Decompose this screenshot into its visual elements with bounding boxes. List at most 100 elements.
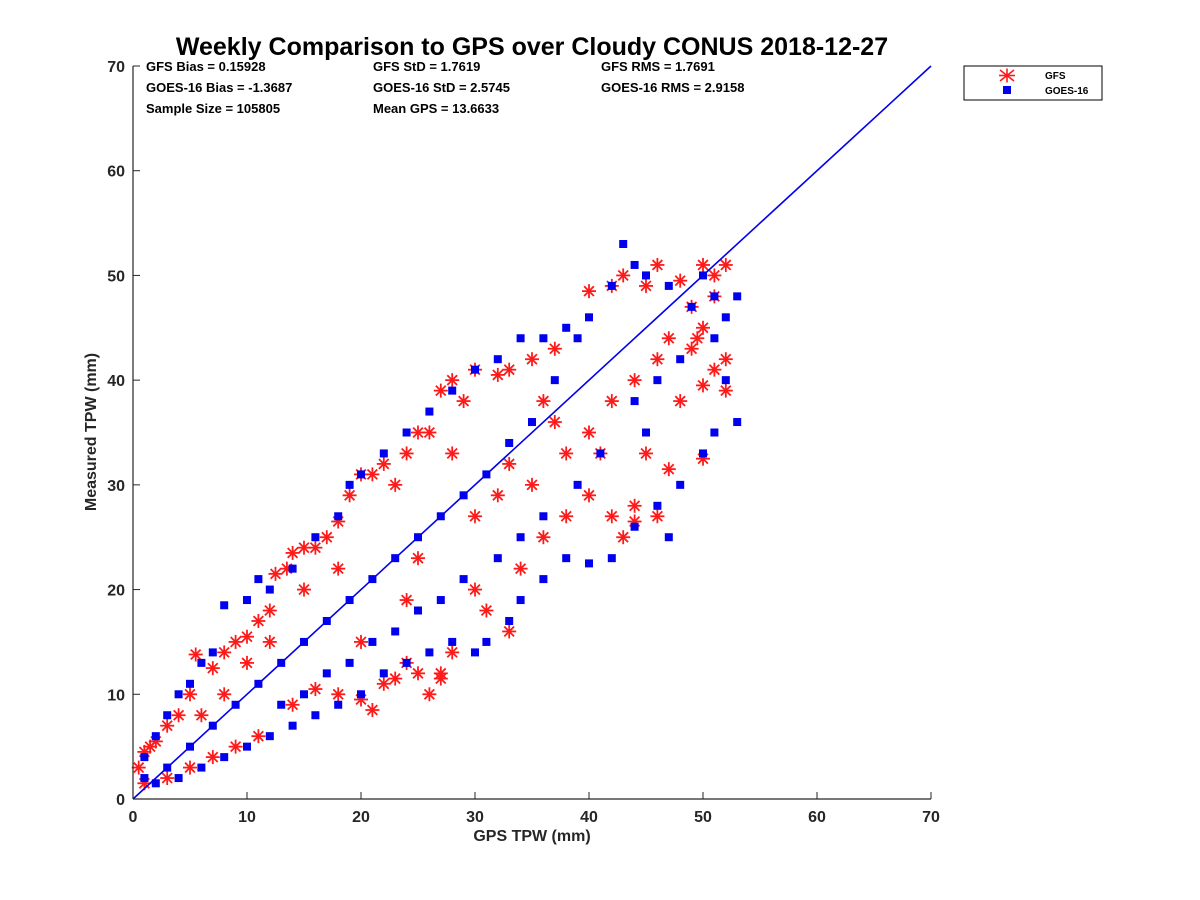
goes16-point: [676, 480, 685, 489]
goes16-point: [642, 428, 650, 437]
goes16-point: [197, 658, 206, 667]
goes16-point: [220, 753, 229, 762]
goes16-point: [619, 240, 628, 249]
goes16-point: [163, 711, 172, 720]
goes16-point: [220, 601, 229, 610]
goes16-point: [539, 575, 548, 584]
goes16-point: [687, 302, 696, 311]
goes16-point: [140, 774, 149, 783]
gfs-point: [217, 645, 232, 660]
goes16-point: [642, 271, 650, 280]
goes16-point: [357, 690, 365, 699]
gfs-point: [131, 760, 146, 775]
gfs-point: [650, 257, 665, 272]
gfs-point: [582, 425, 596, 440]
goes16-point: [585, 559, 593, 568]
goes16-point: [630, 522, 639, 531]
goes16-point: [733, 292, 742, 301]
goes16-point: [471, 648, 479, 657]
goes16-point: [265, 732, 274, 741]
goes16-point: [699, 449, 707, 458]
goes16-point: [505, 438, 514, 447]
gfs-point: [513, 561, 528, 576]
gfs-point: [627, 498, 642, 513]
goes16-point: [721, 313, 730, 322]
gfs-point: [639, 446, 653, 461]
x-tick-label: 60: [808, 809, 826, 826]
gfs-point: [411, 551, 425, 566]
stat-goes-bias: GOES-16 Bias = -1.3687: [146, 80, 292, 95]
y-tick-label: 0: [116, 792, 125, 809]
goes16-point: [528, 418, 536, 427]
gfs-point: [582, 284, 596, 299]
legend: GFS GOES-16: [963, 65, 1103, 101]
legend-box: [963, 65, 1103, 101]
gfs-point: [502, 456, 517, 471]
gfs-point: [388, 671, 403, 686]
gfs-point: [445, 373, 460, 388]
gfs-point: [456, 394, 471, 409]
goes16-point: [471, 365, 479, 374]
gfs-point: [354, 634, 368, 649]
gfs-point: [536, 394, 551, 409]
gfs-point: [251, 729, 266, 744]
goes16-point: [562, 323, 571, 332]
gfs-point: [690, 331, 705, 346]
gfs-point: [194, 708, 209, 723]
gfs-point: [445, 446, 460, 461]
goes16-point: [277, 700, 286, 709]
goes16-point: [402, 428, 411, 437]
gfs-point: [718, 383, 733, 398]
gfs-point: [718, 352, 733, 367]
goes16-point: [630, 260, 639, 269]
gfs-point: [308, 682, 323, 697]
goes16-point: [140, 753, 149, 762]
goes16-point: [710, 428, 719, 437]
goes16-point: [664, 281, 673, 290]
gfs-point: [639, 278, 653, 293]
goes16-point: [436, 596, 445, 605]
gfs-point: [422, 425, 437, 440]
stat-mean-gps: Mean GPS = 13.6633: [373, 101, 499, 116]
goes16-point: [243, 742, 251, 751]
gfs-point: [217, 687, 232, 702]
gfs-point: [650, 509, 665, 524]
gfs-point: [559, 509, 574, 524]
goes16-point: [425, 648, 434, 657]
goes16-point: [379, 449, 388, 458]
goes16-point: [550, 376, 559, 385]
one-to-one-line: [132, 65, 932, 800]
y-tick-label: 70: [107, 59, 125, 76]
gfs-point: [502, 624, 517, 639]
y-tick-label: 30: [107, 478, 125, 495]
legend-goes-square-icon: [1003, 86, 1011, 94]
gfs-point: [331, 561, 346, 576]
stats-block: GFS Bias = 0.15928 GFS StD = 1.7619 GFS …: [146, 59, 744, 116]
reference-line: [132, 65, 932, 800]
goes16-point: [516, 334, 525, 343]
gfs-point: [650, 352, 665, 367]
goes16-point: [607, 281, 616, 290]
stat-gfs-std: GFS StD = 1.7619: [373, 59, 480, 74]
goes16-point: [493, 355, 502, 364]
goes16-point: [585, 313, 593, 322]
gfs-point: [399, 593, 414, 608]
gfs-point: [696, 257, 710, 272]
gfs-point: [616, 530, 631, 545]
x-tick-label: 50: [694, 809, 712, 826]
x-tick-label: 10: [238, 809, 256, 826]
x-tick-label: 70: [922, 809, 940, 826]
goes16-point: [334, 700, 343, 709]
stat-goes-rms: GOES-16 RMS = 2.9158: [601, 80, 744, 95]
goes16-point: [653, 376, 662, 385]
x-tick-label: 20: [352, 809, 370, 826]
gfs-point: [468, 582, 482, 597]
gfs-point: [411, 666, 425, 681]
goes16-point: [311, 711, 320, 720]
goes16-point: [664, 533, 673, 542]
goes16-point: [311, 533, 320, 542]
goes16-point: [288, 721, 297, 730]
gfs-point: [160, 718, 175, 733]
x-tick-label: 40: [580, 809, 598, 826]
gfs-point: [433, 383, 448, 398]
